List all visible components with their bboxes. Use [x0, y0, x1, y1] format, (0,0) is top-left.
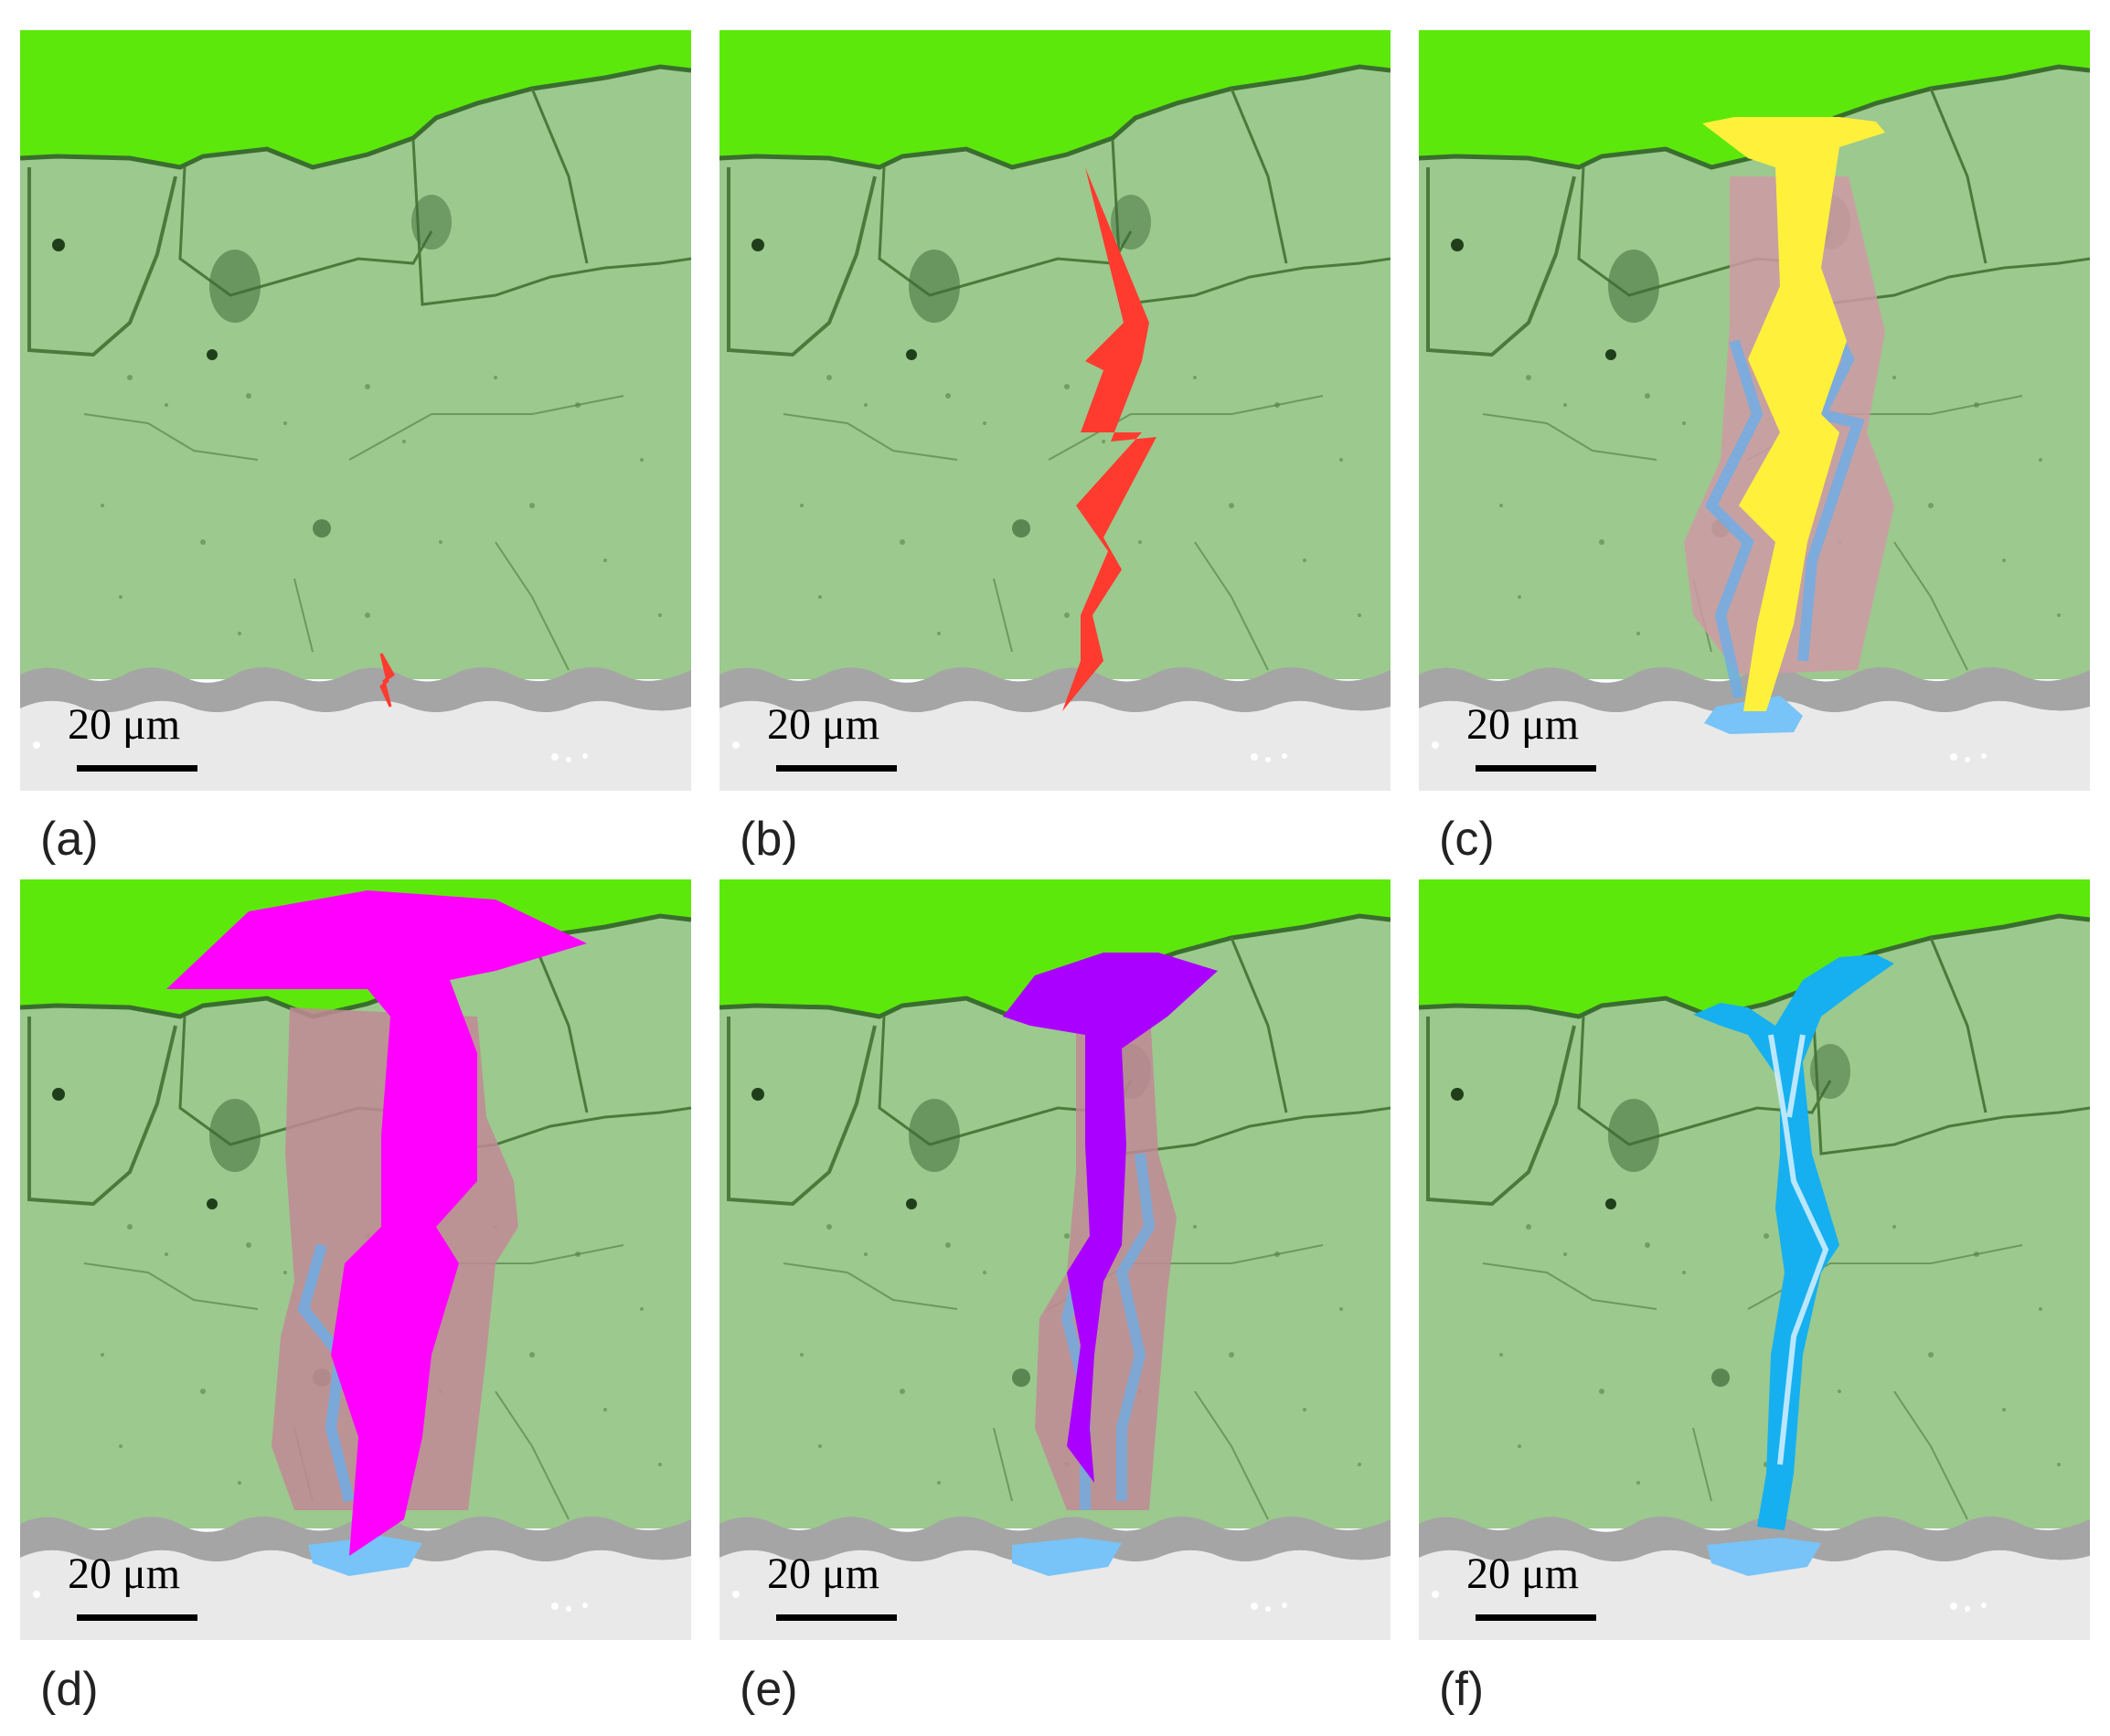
scale-bar-line-a: [77, 765, 197, 772]
panel-label-d: (d): [40, 1663, 99, 1716]
scale-bar-label-a: 20 μm: [68, 700, 181, 749]
scale-bar-line-c: [1476, 765, 1596, 772]
scale-bar-line-d: [77, 1614, 197, 1621]
scale-bar-label-c: 20 μm: [1466, 700, 1580, 749]
micrograph-image-d: [20, 879, 691, 1640]
micrograph-panel-f: 20 μm: [1419, 879, 2090, 1640]
crack-cyan-inner-f: [1768, 1034, 1829, 1465]
crack-through-b: [1062, 167, 1156, 711]
micrograph-image-b: [719, 30, 1391, 791]
scale-bar-line-f: [1476, 1614, 1596, 1621]
scale-bar-label-d: 20 μm: [68, 1550, 181, 1598]
micrograph-image-e: [719, 879, 1391, 1640]
panel-label-b: (b): [740, 813, 798, 866]
scale-bar-label-e: 20 μm: [767, 1550, 880, 1598]
micrograph-panel-a: 20 μm: [20, 30, 691, 791]
micrograph-panel-c: 20 μm: [1419, 30, 2090, 791]
crack-purple-e: [1003, 953, 1218, 1483]
crack-initiation-a: [379, 653, 395, 708]
edge-blue-c: [1704, 302, 1865, 699]
panel-label-f: (f): [1439, 1663, 1485, 1716]
crack-yellow-c: [1702, 117, 1885, 711]
scale-bar-label-f: 20 μm: [1466, 1550, 1580, 1598]
scale-bar-line-b: [776, 765, 897, 772]
pool-blue-c: [1704, 696, 1803, 734]
micrograph-panel-b: 20 μm: [719, 30, 1391, 791]
micrograph-image-c: [1419, 30, 2090, 791]
micrograph-image-a: [20, 30, 691, 791]
pool-blue-d: [308, 1536, 422, 1576]
panel-label-e: (e): [740, 1663, 798, 1716]
panel-label-c: (c): [1439, 813, 1495, 866]
micrograph-panel-e: 20 μm: [719, 879, 1391, 1640]
scale-bar-label-b: 20 μm: [767, 700, 880, 749]
micrograph-image-f: [1419, 879, 2090, 1640]
panel-label-a: (a): [40, 813, 99, 866]
pool-blue-f: [1707, 1538, 1821, 1576]
crack-cyan-f: [1693, 954, 1894, 1530]
crack-magenta-d: [166, 890, 587, 1556]
scale-bar-line-e: [776, 1614, 897, 1621]
pool-blue-e: [1012, 1538, 1122, 1576]
micrograph-panel-d: 20 μm: [20, 879, 691, 1640]
